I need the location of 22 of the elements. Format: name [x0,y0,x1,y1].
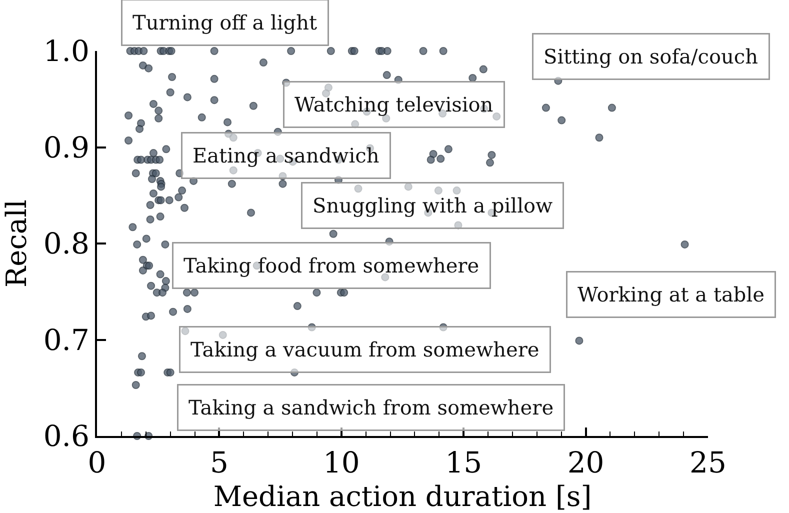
annotation: Taking a vacuum from somewhere [190,338,540,362]
annotation: Watching television [294,92,494,116]
y-tick-label: 0.9 [43,130,90,164]
y-tick-label: 0.6 [43,419,90,454]
annotation: Taking food from somewhere [184,254,480,278]
x-tick-label: 15 [445,446,482,480]
x-tick-label: 0 [88,446,106,480]
y-tick-label: 1.0 [43,34,90,68]
x-tick-label: 25 [690,446,726,480]
text: Turning off a light [132,10,318,34]
x-tick-label: 10 [322,446,360,480]
y-tick-label: 0.8 [43,226,90,261]
annotation: Sitting on sofa/couch [544,44,758,68]
x-tick-label: 20 [567,446,604,480]
annotation: Eating a sandwich [192,144,380,168]
x-tick-label: 5 [210,446,228,480]
y-axis-title: Recall [0,199,33,288]
annotation: Snuggling with a pillow [312,194,553,218]
annotation: Working at a table [578,282,764,306]
x-axis-title: Median action duration [s] [213,480,592,513]
annotation: Taking a sandwich from somewhere [188,396,554,420]
y-tick-label: 0.7 [43,322,90,357]
